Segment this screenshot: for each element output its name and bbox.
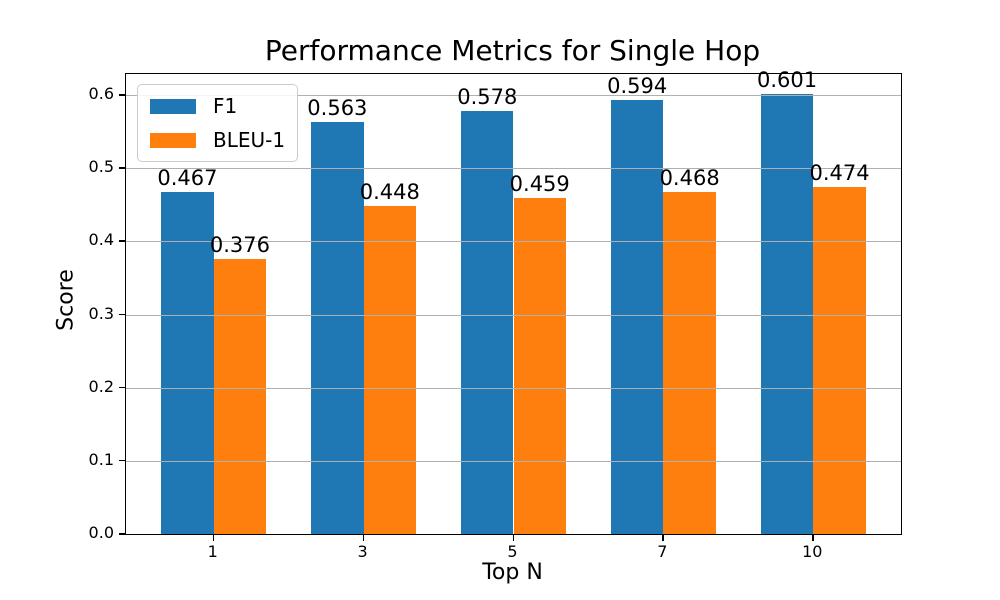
bar-f1 [311,122,364,534]
x-tick-label: 5 [507,542,518,561]
bar-f1 [760,94,814,534]
legend-swatch-f1 [150,98,196,114]
plot-area: F1 BLEU-1 0.467 0.563 0.578 0.594 0.601 0.376 0… [125,69,902,535]
legend-swatch-bleu-1 [150,132,196,148]
gridline [126,314,901,316]
bar-value-label: 0.474 [809,161,870,186]
chart-title: Performance Metrics for Single Hop [264,34,761,67]
x-tick-label: 7 [657,542,668,561]
bar-f1 [161,192,214,534]
bar-f1 [610,99,664,534]
y-tick-label: 0.4 [88,230,114,250]
y-tick-label: 0.3 [88,303,114,323]
x-tick-mark [662,534,664,541]
x-tick-label: 1 [207,542,218,561]
bar-value-label: 0.467 [157,166,218,191]
x-tick-mark [512,534,514,541]
y-tick-mark [119,167,125,169]
bar-value-label: 0.594 [607,73,668,98]
bar-value-label: 0.448 [359,180,420,205]
y-tick-mark [119,459,125,462]
y-tick-label: 0.5 [88,157,114,177]
y-tick-mark [119,240,125,242]
y-tick-label: 0.2 [88,376,114,396]
bar-bleu-1 [513,198,566,534]
bar-bleu-1 [213,259,267,534]
gridline [126,241,901,243]
y-tick-label: 0.6 [88,84,114,104]
gridline [126,387,901,389]
bar-value-label: 0.376 [209,233,270,258]
x-tick-label: 3 [357,542,368,561]
y-tick-label: 0.1 [88,449,114,469]
bar-bleu-1 [813,187,866,534]
x-tick-label: 10 [802,542,823,561]
x-axis-label: Top N [482,560,543,585]
legend: F1 BLEU-1 [137,84,299,162]
bar-value-label: 0.578 [457,85,518,110]
gridline [126,460,901,462]
y-tick-mark [119,386,125,389]
bar-f1 [461,111,514,534]
y-tick-mark [119,313,125,316]
legend-label-bleu-1: BLEU-1 [213,128,286,152]
gridline [126,168,901,170]
gridline [126,95,901,97]
legend-entry-bleu-1: BLEU-1 [150,126,285,154]
x-tick-mark [362,534,365,541]
bar-bleu-1 [663,191,716,534]
y-tick-label: 0.0 [88,523,114,542]
bar-value-label: 0.468 [659,165,720,190]
x-tick-mark [212,534,215,541]
bar-value-label: 0.563 [307,96,368,121]
y-tick-mark [119,533,125,535]
bar-bleu-1 [363,206,417,534]
bar-value-label: 0.601 [757,68,818,93]
legend-label-f1: F1 [213,94,238,118]
y-tick-mark [119,94,125,96]
bar-value-label: 0.459 [509,172,570,197]
x-tick-mark [812,534,814,541]
legend-entry-f1: F1 [150,92,285,120]
